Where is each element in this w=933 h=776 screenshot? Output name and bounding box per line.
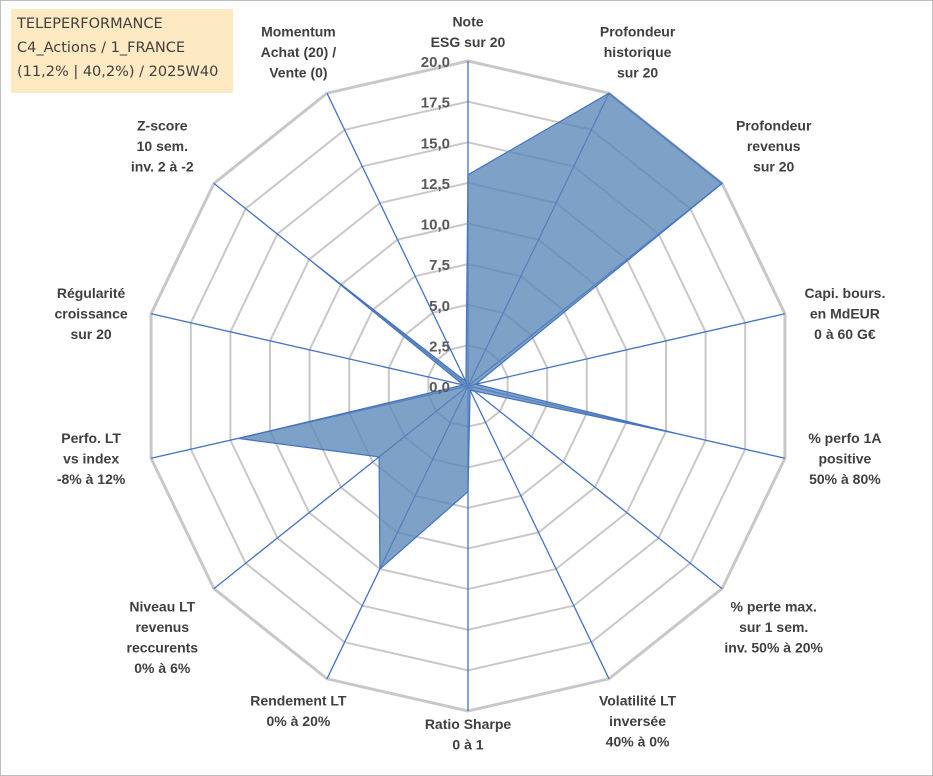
title-universe: C4_Actions / 1_FRANCE (17, 40, 186, 56)
axis-label: Niveau LT revenus reccurents 0% à 6% (127, 598, 199, 676)
chart-title-box: TELEPERFORMANCE C4_Actions / 1_FRANCE (1… (11, 9, 233, 93)
axis-label-line: vs index (63, 450, 119, 466)
axis-spoke (467, 385, 610, 680)
axis-label-line: 0 à 1 (452, 737, 483, 753)
tick-label: 17,5 (421, 95, 450, 112)
axis-label-line: sur 20 (617, 65, 658, 81)
axis-label-line: -8% à 12% (57, 471, 126, 487)
radar-series (238, 92, 724, 571)
title-company: TELEPERFORMANCE (17, 16, 163, 32)
axis-label-line: 0% à 20% (266, 713, 330, 729)
axis-label-line: Rendement LT (250, 692, 347, 708)
axis-label: Capi. bours. en MdEUR 0 à 60 G€ (804, 285, 885, 342)
axis-label-line: historique (604, 44, 672, 60)
tick-label: 7,5 (429, 257, 450, 274)
axis-label-line: Note (452, 14, 483, 30)
axis-label-line: 50% à 80% (809, 471, 881, 487)
axis-label-line: Achat (20) / (261, 44, 337, 60)
axis-label: Note ESG sur 20 (431, 14, 506, 51)
axis-label-line: Profondeur (736, 118, 812, 134)
axis-label-line: Perfo. LT (61, 430, 121, 446)
axis-label: % perfo 1A positive 50% à 80% (808, 430, 881, 487)
radar-axis-labels: Note ESG sur 20 Profondeur historique sur 20… (55, 14, 886, 753)
axis-label: Perfo. LT vs index -8% à 12% (57, 430, 126, 487)
axis-label-line: 0 à 60 G€ (814, 326, 876, 342)
tick-label: 15,0 (421, 135, 450, 152)
axis-label: Profondeur revenus sur 20 (736, 118, 812, 175)
axis-label: Profondeur historique sur 20 (600, 24, 676, 81)
axis-label-line: 10 sem. (137, 138, 188, 154)
axis-label-line: Ratio Sharpe (425, 716, 512, 732)
axis-label-line: Volatilité LT (599, 692, 677, 708)
axis-label-line: inv. 2 à -2 (131, 159, 194, 175)
axis-label-line: Vente (0) (269, 65, 327, 81)
axis-label-line: % perfo 1A (808, 430, 881, 446)
axis-spoke (467, 385, 723, 590)
axis-label-line: Momentum (261, 24, 336, 40)
axis-label-line: sur 1 sem. (739, 619, 808, 635)
axis-label-line: 0% à 6% (134, 660, 191, 676)
axis-label-line: % perte max. (731, 598, 817, 614)
axis-label-line: inv. 50% à 20% (724, 639, 823, 655)
axis-label-line: en MdEUR (810, 306, 880, 322)
axis-label-line: sur 20 (70, 326, 111, 342)
axis-label: Volatilité LT inversée 40% à 0% (599, 692, 677, 749)
tick-label: 12,5 (421, 176, 450, 193)
tick-label: 0,0 (429, 379, 450, 396)
title-stats: (11,2% | 40,2%) / 2025W40 (17, 64, 219, 80)
axis-label-line: revenus (747, 138, 801, 154)
axis-label: Momentum Achat (20) / Vente (0) (261, 24, 337, 81)
axis-label: Régularité croissance sur 20 (55, 285, 128, 342)
axis-spoke (467, 313, 786, 387)
axis-label-line: sur 20 (753, 159, 794, 175)
axis-label: Ratio Sharpe 0 à 1 (425, 716, 512, 753)
axis-label-line: positive (818, 450, 871, 466)
tick-label: 20,0 (421, 54, 450, 71)
tick-label: 5,0 (429, 298, 450, 315)
axis-label-line: Capi. bours. (804, 285, 885, 301)
axis-spoke (150, 313, 469, 387)
axis-label-line: croissance (55, 306, 128, 322)
tick-label: 10,0 (421, 217, 450, 234)
axis-label: Z-score 10 sem. inv. 2 à -2 (131, 118, 194, 175)
axis-spoke (326, 92, 469, 387)
axis-label-line: 40% à 0% (606, 733, 670, 749)
tick-label: 2,5 (429, 338, 450, 355)
axis-label: % perte max. sur 1 sem. inv. 50% à 20% (724, 598, 823, 655)
axis-label-line: ESG sur 20 (431, 34, 506, 50)
axis-label-line: Régularité (57, 285, 126, 301)
axis-label: Rendement LT 0% à 20% (250, 692, 347, 729)
axis-label-line: Profondeur (600, 24, 676, 40)
series-area (238, 92, 724, 571)
axis-label-line: revenus (135, 619, 189, 635)
radar-tick-labels: 0,0 2,5 5,0 7,5 10,0 12,5 15,0 17,5 20,0 (421, 54, 450, 396)
axis-label-line: Niveau LT (129, 598, 195, 614)
axis-label-line: Z-score (137, 118, 188, 134)
axis-label-line: reccurents (127, 639, 199, 655)
axis-label-line: inversée (609, 713, 666, 729)
